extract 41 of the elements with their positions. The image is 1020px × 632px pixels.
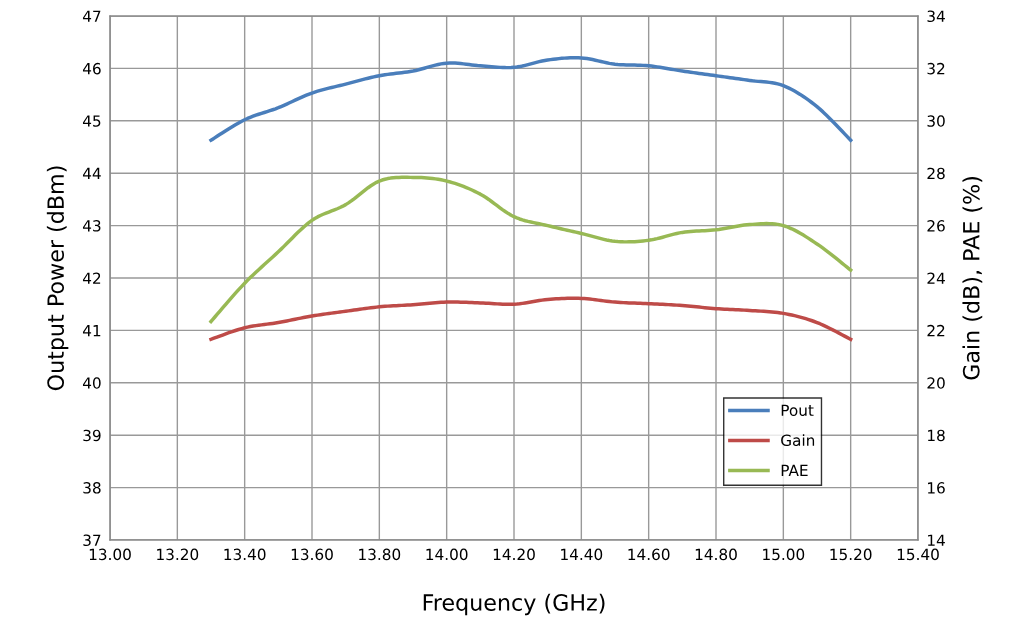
y2-tick-label: 30 xyxy=(927,115,945,127)
y-tick-label: 39 xyxy=(83,429,101,442)
legend-label: Gain xyxy=(781,434,815,447)
y2-tick-label: 24 xyxy=(927,272,945,284)
y2-tick-label: 32 xyxy=(927,62,945,75)
y2-axis-title: Gain (dB), PAE (%) xyxy=(962,177,983,380)
x-tick-label: 14.60 xyxy=(628,548,670,561)
y-tick-label: 40 xyxy=(82,377,101,389)
y-tick-label: 46 xyxy=(82,62,101,75)
y-axis-title: Output Power (dBm) xyxy=(46,166,69,391)
y2-tick-label: 28 xyxy=(927,167,945,180)
x-tick-label: 13.80 xyxy=(359,548,401,561)
x-tick-label: 15.40 xyxy=(897,548,939,561)
x-tick-label: 15.00 xyxy=(763,548,805,561)
y-tick-label: 41 xyxy=(82,325,101,337)
y-tick-label: 44 xyxy=(82,167,101,179)
y2-tick-label: 18 xyxy=(928,429,945,442)
legend-label: Pout xyxy=(781,404,814,416)
y-tick-label: 37 xyxy=(83,534,101,547)
y2-tick-label: 16 xyxy=(928,482,945,494)
x-tick-label: 13.20 xyxy=(157,548,199,561)
x-tick-label: 14.00 xyxy=(426,548,468,561)
y-tick-label: 47 xyxy=(82,10,101,22)
x-tick-label: 13.00 xyxy=(89,548,131,561)
y2-tick-label: 20 xyxy=(927,377,945,389)
legend-label: PAE xyxy=(781,464,808,476)
y-tick-label: 38 xyxy=(83,482,101,494)
y-tick-label: 43 xyxy=(82,220,101,232)
y2-tick-label: 22 xyxy=(927,324,945,337)
y-tick-label: 42 xyxy=(82,272,101,284)
y2-tick-label: 34 xyxy=(927,10,945,23)
x-tick-label: 14.20 xyxy=(493,548,535,561)
y2-tick-label: 26 xyxy=(927,220,945,232)
x-tick-label: 13.40 xyxy=(224,548,266,561)
x-tick-label: 14.40 xyxy=(561,548,603,561)
x-tick-label: 13.60 xyxy=(291,548,333,561)
y2-tick-label: 14 xyxy=(928,534,945,546)
x-axis-title: Frequency (GHz) xyxy=(423,593,605,616)
x-tick-label: 14.80 xyxy=(695,548,737,561)
y-tick-label: 45 xyxy=(82,115,101,127)
x-tick-label: 15.20 xyxy=(830,548,872,561)
